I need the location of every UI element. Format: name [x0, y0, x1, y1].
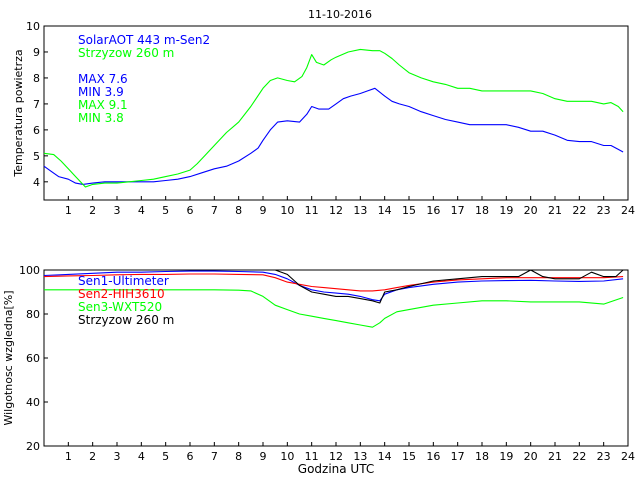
temp-y-tick-label: 8 — [33, 72, 40, 85]
temp-x-tick-label: 14 — [378, 204, 392, 217]
temp-stat-label: MIN 3.8 — [78, 111, 124, 125]
temp-x-tick-label: 8 — [235, 204, 242, 217]
hum-x-tick-label: 3 — [114, 450, 121, 463]
hum-x-tick-label: 12 — [329, 450, 343, 463]
hum-x-tick-label: 19 — [499, 450, 513, 463]
hum-series-sen3-wxt520 — [44, 289, 624, 328]
hum-x-tick-label: 4 — [138, 450, 145, 463]
hum-x-tick-label: 13 — [353, 450, 367, 463]
temp-x-tick-label: 2 — [89, 204, 96, 217]
hum-x-axis-label: Godzina UTC — [298, 462, 374, 476]
temp-x-tick-label: 1 — [65, 204, 72, 217]
temp-y-tick-label: 5 — [33, 150, 40, 163]
temp-x-tick-label: 19 — [499, 204, 513, 217]
temp-x-tick-label: 11 — [305, 204, 319, 217]
hum-x-tick-label: 2 — [89, 450, 96, 463]
hum-y-tick-label: 40 — [26, 396, 40, 409]
temp-x-tick-label: 10 — [280, 204, 294, 217]
temp-x-tick-label: 23 — [597, 204, 611, 217]
temp-x-tick-label: 24 — [621, 204, 635, 217]
hum-x-tick-label: 21 — [548, 450, 562, 463]
temp-x-tick-label: 20 — [524, 204, 538, 217]
temp-y-tick-label: 9 — [33, 46, 40, 59]
hum-y-tick-label: 20 — [26, 440, 40, 453]
hum-x-tick-label: 11 — [305, 450, 319, 463]
chart-title: 11-10-2016 — [308, 8, 372, 21]
temp-y-tick-label: 10 — [26, 20, 40, 33]
hum-y-tick-label: 60 — [26, 352, 40, 365]
hum-x-tick-label: 22 — [572, 450, 586, 463]
temp-x-tick-label: 13 — [353, 204, 367, 217]
temp-x-tick-label: 4 — [138, 204, 145, 217]
hum-x-tick-label: 16 — [426, 450, 440, 463]
temp-series-strzyzow-260-m — [43, 48, 624, 188]
hum-x-tick-label: 18 — [475, 450, 489, 463]
hum-series-sen2-hih3610 — [43, 273, 624, 292]
hum-y-tick-label: 80 — [26, 308, 40, 321]
temp-legend-entry: SolarAOT 443 m-Sen2 — [78, 33, 210, 47]
hum-x-tick-label: 10 — [280, 450, 294, 463]
hum-legend-entry: Sen2-HIH3610 — [78, 287, 165, 301]
hum-x-tick-label: 14 — [378, 450, 392, 463]
hum-legend-entry: Sen3-WXT520 — [78, 300, 162, 314]
hum-x-tick-label: 1 — [65, 450, 72, 463]
temp-x-tick-label: 9 — [260, 204, 267, 217]
hum-x-tick-label: 17 — [451, 450, 465, 463]
temp-x-tick-label: 18 — [475, 204, 489, 217]
hum-x-tick-label: 5 — [162, 450, 169, 463]
temp-y-tick-label: 7 — [33, 98, 40, 111]
hum-series-sen1-ultimeter — [43, 270, 624, 302]
temp-y-tick-label: 4 — [33, 176, 40, 189]
temp-stat-label: MAX 7.6 — [78, 72, 128, 86]
hum-y-axis-label: Wilgotnosc wzgledna[%] — [2, 290, 15, 425]
temp-stat-label: MAX 9.1 — [78, 98, 128, 112]
hum-y-tick-label: 100 — [19, 264, 40, 277]
hum-x-tick-label: 24 — [621, 450, 635, 463]
hum-x-tick-label: 15 — [402, 450, 416, 463]
hum-x-tick-label: 23 — [597, 450, 611, 463]
temp-x-tick-label: 5 — [162, 204, 169, 217]
temp-legend-entry: Strzyzow 260 m — [78, 46, 174, 60]
temp-x-tick-label: 22 — [572, 204, 586, 217]
temp-x-tick-label: 21 — [548, 204, 562, 217]
temp-x-tick-label: 16 — [426, 204, 440, 217]
temp-series-solaraot-443-m-sen2 — [43, 87, 624, 185]
hum-x-tick-label: 9 — [260, 450, 267, 463]
hum-x-tick-label: 8 — [235, 450, 242, 463]
hum-legend-entry: Strzyzow 260 m — [78, 313, 174, 327]
temp-x-tick-label: 3 — [114, 204, 121, 217]
temp-y-tick-label: 6 — [33, 124, 40, 137]
temp-x-tick-label: 12 — [329, 204, 343, 217]
hum-legend-entry: Sen1-Ultimeter — [78, 274, 169, 288]
hum-x-tick-label: 7 — [211, 450, 218, 463]
hum-x-tick-label: 20 — [524, 450, 538, 463]
temp-x-tick-label: 17 — [451, 204, 465, 217]
hum-x-tick-label: 6 — [187, 450, 194, 463]
temp-stat-label: MIN 3.9 — [78, 85, 124, 99]
temp-y-axis-label: Temperatura powietrza — [12, 49, 25, 177]
temp-x-tick-label: 7 — [211, 204, 218, 217]
hum-series-strzyzow-260-m — [275, 269, 624, 304]
temp-x-tick-label: 15 — [402, 204, 416, 217]
temp-x-tick-label: 6 — [187, 204, 194, 217]
